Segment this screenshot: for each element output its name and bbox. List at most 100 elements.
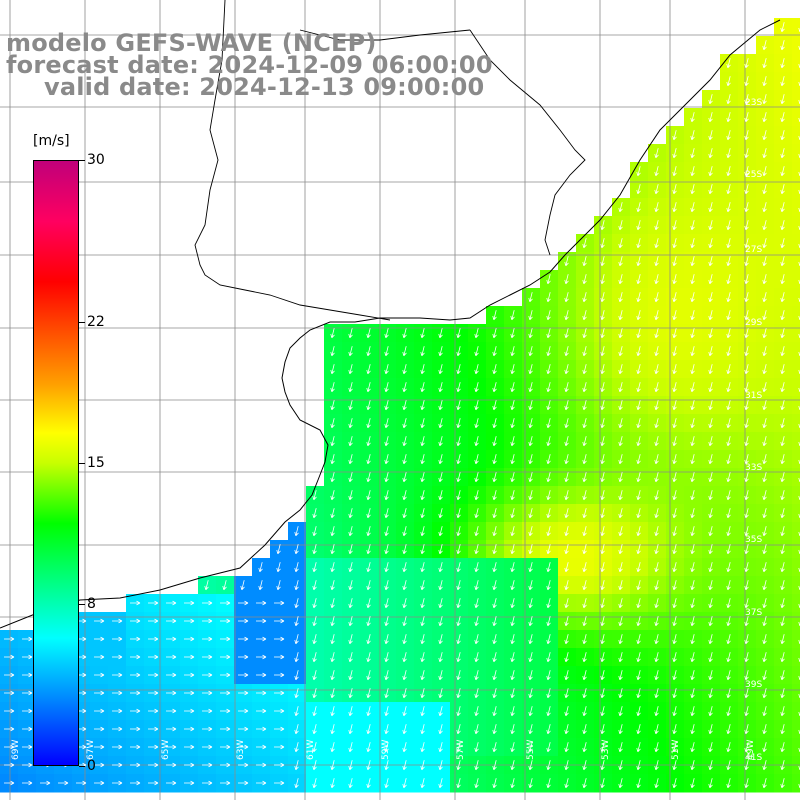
- wind-arrow: [600, 526, 605, 537]
- wind-arrow: [780, 256, 785, 267]
- wind-cell: [792, 216, 800, 235]
- wind-cell: [792, 612, 800, 631]
- wind-arrow: [744, 670, 749, 681]
- wind-arrow: [546, 346, 551, 357]
- wind-arrow: [130, 780, 141, 786]
- wind-arrow: [456, 634, 461, 645]
- wind-arrow: [330, 418, 335, 429]
- wind-arrow: [780, 310, 785, 321]
- wind-arrow: [348, 418, 353, 429]
- wind-arrow: [22, 636, 33, 642]
- wind-arrow: [564, 580, 569, 591]
- wind-arrow: [618, 508, 623, 519]
- wind-arrow: [184, 672, 195, 678]
- wind-arrow: [636, 364, 641, 375]
- wind-arrow: [366, 742, 371, 753]
- wind-arrow: [492, 760, 497, 771]
- wind-arrow: [708, 670, 713, 681]
- wind-arrow: [528, 562, 533, 573]
- wind-arrow: [546, 508, 551, 519]
- wind-arrow: [256, 654, 267, 660]
- wind-arrow: [348, 742, 353, 753]
- wind-arrow: [546, 526, 551, 537]
- wind-arrow: [672, 292, 677, 303]
- wind-arrow: [528, 544, 533, 555]
- wind-arrow: [726, 760, 731, 771]
- wind-arrow: [672, 130, 677, 141]
- wind-cell: [792, 396, 800, 415]
- wind-arrow: [184, 780, 195, 786]
- wind-arrow: [762, 256, 767, 267]
- wind-arrow: [690, 544, 695, 555]
- wind-arrow: [582, 724, 587, 735]
- wind-arrow: [510, 454, 515, 465]
- wind-arrow: [672, 238, 677, 249]
- wind-arrow: [510, 328, 515, 339]
- wind-cell: [792, 774, 800, 793]
- wind-arrow: [744, 94, 749, 105]
- wind-arrow: [618, 382, 623, 393]
- lon-label: 65W: [161, 740, 171, 760]
- wind-arrow: [564, 760, 569, 771]
- wind-arrow: [600, 742, 605, 753]
- wind-arrow: [148, 762, 159, 768]
- wind-arrow: [762, 454, 767, 465]
- wind-arrow: [618, 778, 623, 789]
- wind-arrow: [438, 418, 443, 429]
- wind-arrow: [492, 544, 497, 555]
- wind-arrow: [184, 690, 195, 696]
- wind-arrow: [726, 634, 731, 645]
- wind-arrow: [636, 202, 641, 213]
- wind-arrow: [402, 490, 407, 501]
- wind-arrow: [762, 58, 767, 69]
- wind-arrow: [708, 760, 713, 771]
- wind-arrow: [4, 744, 15, 750]
- wind-arrow: [672, 562, 677, 573]
- lon-label: 63W: [236, 740, 246, 760]
- wind-arrow: [438, 454, 443, 465]
- wind-arrow: [726, 148, 731, 159]
- wind-arrow: [744, 310, 749, 321]
- wind-arrow: [420, 652, 425, 663]
- wind-arrow: [294, 616, 299, 627]
- wind-arrow: [312, 670, 317, 681]
- wind-arrow: [492, 346, 497, 357]
- wind-arrow: [654, 580, 659, 591]
- wind-arrow: [528, 346, 533, 357]
- coastline-path: [0, 19, 781, 629]
- wind-arrow: [510, 310, 515, 321]
- colorbar-tick-mark: [79, 160, 85, 161]
- wind-arrow: [256, 618, 267, 624]
- wind-arrow: [528, 688, 533, 699]
- wind-arrow: [130, 600, 141, 606]
- wind-arrow: [672, 652, 677, 663]
- wind-arrow: [636, 166, 641, 177]
- wind-arrow: [202, 672, 213, 678]
- wind-arrow: [166, 672, 177, 678]
- wind-arrow: [256, 744, 267, 750]
- wind-cell: [792, 288, 800, 307]
- wind-arrow: [564, 742, 569, 753]
- wind-arrow: [294, 634, 299, 645]
- wind-arrow: [564, 364, 569, 375]
- wind-arrow: [240, 580, 245, 591]
- wind-arrow: [744, 598, 749, 609]
- wind-arrow: [726, 778, 731, 789]
- wind-arrow: [726, 562, 731, 573]
- wind-arrow: [618, 652, 623, 663]
- lon-label: 51W: [671, 740, 681, 760]
- wind-arrow: [58, 780, 69, 786]
- wind-arrow: [636, 652, 641, 663]
- wind-arrow: [420, 742, 425, 753]
- wind-arrow: [94, 744, 105, 750]
- wind-arrow: [258, 562, 263, 573]
- wind-arrow: [582, 706, 587, 717]
- wind-arrow: [438, 616, 443, 627]
- wind-arrow: [474, 526, 479, 537]
- wind-arrow: [22, 672, 33, 678]
- wind-arrow: [654, 400, 659, 411]
- wind-arrow: [708, 580, 713, 591]
- wind-arrow: [672, 508, 677, 519]
- wind-arrow: [654, 724, 659, 735]
- lon-label: 55W: [526, 740, 536, 760]
